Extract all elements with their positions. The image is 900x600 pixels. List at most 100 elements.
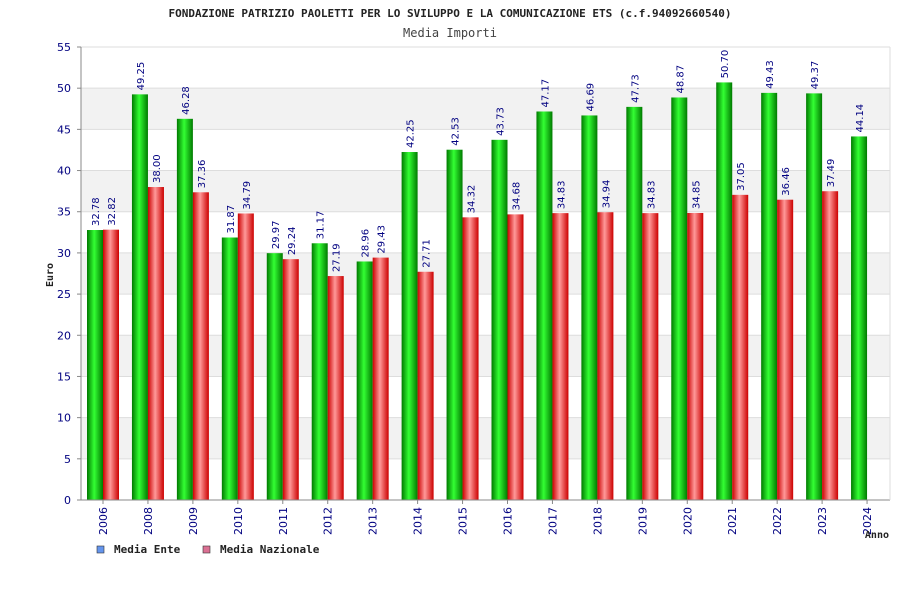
- bar-media-ente: [806, 93, 823, 500]
- y-axis-label: Euro: [45, 263, 56, 287]
- bar-media-nazionale: [372, 257, 389, 500]
- legend-label-ente: Media Ente: [114, 543, 181, 556]
- data-label-nazionale: 37.36: [197, 160, 208, 189]
- grid-band: [81, 417, 890, 459]
- x-tick-label: 2020: [681, 507, 694, 535]
- bar-media-nazionale: [103, 229, 119, 500]
- grid-band: [81, 88, 890, 130]
- bar-media-ente: [87, 230, 103, 500]
- bar-media-nazionale: [552, 213, 569, 501]
- data-label-nazionale: 32.82: [107, 197, 118, 226]
- x-tick-label: 2023: [816, 507, 829, 535]
- y-tick-label: 35: [57, 206, 71, 219]
- plot-background: [81, 47, 890, 500]
- bar-media-ente: [626, 106, 643, 501]
- bar-media-ente: [581, 115, 598, 500]
- bar-media-ente: [401, 152, 418, 500]
- data-label-ente: 46.28: [181, 86, 192, 115]
- y-tick-label: 5: [64, 453, 71, 466]
- bar-media-nazionale: [732, 194, 749, 501]
- data-label-ente: 28.96: [361, 229, 372, 258]
- bar-media-nazionale: [147, 187, 164, 500]
- x-tick-label: 2024: [861, 507, 874, 535]
- x-tick-label: 2017: [546, 507, 559, 535]
- data-label-nazionale: 34.94: [601, 180, 612, 209]
- data-label-ente: 47.17: [540, 79, 551, 108]
- data-label-ente: 43.73: [496, 107, 507, 136]
- bar-media-nazionale: [777, 199, 794, 500]
- bar-media-nazionale: [192, 192, 209, 500]
- bar-media-ente: [491, 139, 508, 500]
- bar-media-ente: [131, 94, 148, 500]
- data-label-ente: 42.53: [451, 117, 462, 146]
- data-label-ente: 47.73: [630, 74, 641, 103]
- y-tick-label: 50: [57, 82, 71, 95]
- data-labels: 32.78 32.82 49.25 38.00 46.28 37.36 31.87 34.79…: [91, 50, 866, 272]
- bar-media-ente: [176, 118, 193, 500]
- chart-subtitle: Media Importi: [403, 26, 497, 40]
- data-label-ente: 48.87: [675, 65, 686, 94]
- bar-media-ente: [221, 237, 238, 501]
- y-axis-ticks: 0 5 10 15 20 25 30 35 40 45 50 55: [57, 41, 81, 507]
- y-tick-label: 40: [57, 165, 71, 178]
- data-label-nazionale: 34.79: [242, 181, 253, 210]
- data-label-nazionale: 34.83: [556, 180, 567, 209]
- y-tick-label: 15: [57, 370, 71, 383]
- x-tick-label: 2015: [457, 507, 470, 535]
- data-label-nazionale: 34.83: [646, 180, 657, 209]
- bar-media-nazionale: [282, 259, 299, 500]
- x-tick-label: 2018: [591, 507, 604, 535]
- data-label-nazionale: 27.71: [422, 239, 433, 268]
- grid-band: [81, 335, 890, 377]
- bar-media-nazionale: [237, 213, 254, 500]
- bar-media-nazionale: [642, 213, 659, 501]
- bar-media-ente: [536, 111, 553, 501]
- data-label-nazionale: 34.85: [691, 180, 702, 209]
- data-label-nazionale: 29.43: [377, 225, 388, 254]
- data-label-nazionale: 34.32: [467, 185, 478, 214]
- legend-swatch-nazionale: [202, 545, 211, 554]
- x-tick-label: 2010: [232, 507, 245, 535]
- x-tick-label: 2012: [322, 507, 335, 535]
- bars: [87, 82, 868, 501]
- data-label-ente: 44.14: [855, 104, 866, 133]
- data-label-nazionale: 38.00: [152, 154, 163, 183]
- data-label-nazionale: 36.46: [781, 167, 792, 196]
- x-tick-label: 2021: [726, 507, 739, 535]
- data-label-ente: 49.25: [136, 62, 147, 91]
- y-tick-label: 30: [57, 247, 71, 260]
- bar-media-ente: [671, 97, 688, 501]
- y-tick-label: 20: [57, 329, 71, 342]
- data-label-ente: 42.25: [406, 119, 417, 148]
- data-label-nazionale: 27.19: [332, 243, 343, 272]
- x-tick-label: 2013: [367, 507, 380, 535]
- bar-media-ente: [356, 261, 373, 500]
- data-label-nazionale: 29.24: [287, 227, 298, 256]
- bar-media-nazionale: [597, 212, 614, 501]
- data-label-ente: 31.87: [226, 205, 237, 234]
- y-tick-label: 25: [57, 288, 71, 301]
- y-tick-label: 45: [57, 123, 71, 136]
- data-label-nazionale: 34.68: [512, 182, 523, 211]
- x-tick-label: 2014: [412, 507, 425, 535]
- legend-label-nazionale: Media Nazionale: [220, 543, 320, 556]
- bar-media-nazionale: [687, 212, 704, 501]
- x-tick-label: 2019: [636, 507, 649, 535]
- chart-title: FONDAZIONE PATRIZIO PAOLETTI PER LO SVIL…: [169, 7, 732, 20]
- bar-media-nazionale: [822, 191, 839, 500]
- bar-media-ente: [761, 92, 778, 500]
- data-label-ente: 31.17: [316, 211, 327, 240]
- bar-media-nazionale: [417, 271, 434, 500]
- x-tick-label: 2009: [187, 507, 200, 535]
- axes: [80, 47, 891, 501]
- data-label-ente: 46.69: [585, 83, 596, 112]
- legend-swatch-ente: [96, 545, 105, 554]
- y-tick-label: 0: [64, 494, 71, 507]
- bar-media-nazionale: [507, 214, 524, 500]
- bar-media-nazionale: [327, 276, 344, 500]
- x-tick-label: 2008: [142, 507, 155, 535]
- data-label-nazionale: 37.05: [736, 162, 747, 191]
- x-axis-ticks: 2006 2008 2009 2010 2011 2012 2013 2014 2015 2016…: [97, 500, 874, 535]
- bar-media-nazionale: [462, 217, 479, 500]
